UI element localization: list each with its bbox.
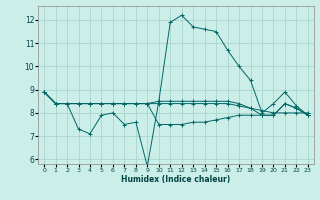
X-axis label: Humidex (Indice chaleur): Humidex (Indice chaleur)	[121, 175, 231, 184]
